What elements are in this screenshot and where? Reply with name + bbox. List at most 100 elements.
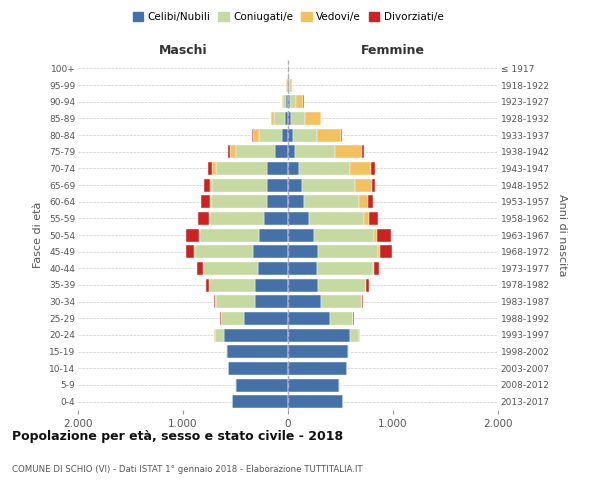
Bar [209,278,256,291]
Bar [253,245,288,258]
Bar [288,295,320,308]
Bar [288,378,340,392]
Bar [317,262,373,275]
Bar [290,78,292,92]
Bar [206,278,209,291]
Bar [288,312,330,325]
Bar [282,128,288,141]
Bar [212,178,267,192]
Bar [256,278,288,291]
Bar [259,228,288,241]
Legend: Celibi/Nubili, Coniugati/e, Vedovi/e, Divorziati/e: Celibi/Nubili, Coniugati/e, Vedovi/e, Di… [128,8,448,26]
Bar [259,128,282,141]
Bar [290,95,296,108]
Bar [288,328,350,342]
Bar [288,345,348,358]
Bar [185,228,199,241]
Bar [373,262,374,275]
Bar [335,145,361,158]
Bar [253,128,259,141]
Bar [288,178,302,192]
Bar [374,228,377,241]
Bar [304,195,359,208]
Bar [288,112,291,125]
Bar [366,278,370,291]
Bar [212,162,215,175]
Bar [197,262,203,275]
Bar [288,128,293,141]
Bar [288,145,295,158]
Bar [364,212,369,225]
Bar [288,278,319,291]
Bar [309,212,364,225]
Bar [210,178,212,192]
Bar [194,245,253,258]
Bar [185,245,194,258]
Bar [228,145,230,158]
Bar [200,228,259,241]
Bar [215,295,256,308]
Bar [221,312,244,325]
Bar [230,145,235,158]
Bar [288,162,299,175]
Bar [291,112,305,125]
Bar [288,262,317,275]
Bar [296,95,303,108]
Text: Maschi: Maschi [158,44,208,57]
Bar [274,112,285,125]
Bar [341,128,342,141]
Bar [379,245,380,258]
Bar [380,245,392,258]
Bar [267,162,288,175]
Bar [314,228,374,241]
Bar [282,95,283,108]
Bar [353,312,355,325]
Bar [285,112,288,125]
Bar [319,245,379,258]
Y-axis label: Anni di nascita: Anni di nascita [557,194,566,276]
Bar [368,195,373,208]
Bar [203,262,257,275]
Bar [256,295,288,308]
Bar [288,228,314,241]
Bar [226,345,227,358]
Bar [288,95,290,108]
Bar [317,128,341,141]
Bar [362,295,364,308]
Bar [211,212,264,225]
Bar [283,95,286,108]
Bar [244,312,288,325]
Bar [275,145,288,158]
Bar [361,145,364,158]
Bar [215,162,267,175]
Bar [215,328,224,342]
Bar [295,145,335,158]
Bar [374,262,379,275]
Bar [235,378,288,392]
Bar [210,195,211,208]
Bar [371,162,375,175]
Bar [211,195,267,208]
Bar [359,195,368,208]
Bar [320,295,361,308]
Bar [224,328,288,342]
Bar [288,245,319,258]
Bar [271,112,274,125]
Bar [198,212,209,225]
Bar [369,212,379,225]
Bar [319,278,366,291]
Bar [372,178,375,192]
Bar [214,295,215,308]
Bar [299,162,350,175]
Bar [209,212,211,225]
Bar [377,228,391,241]
Y-axis label: Fasce di età: Fasce di età [34,202,43,268]
Bar [227,345,288,358]
Text: Popolazione per età, sesso e stato civile - 2018: Popolazione per età, sesso e stato civil… [12,430,343,443]
Bar [204,178,211,192]
Bar [288,362,347,375]
Bar [257,262,288,275]
Bar [302,178,355,192]
Text: Femmine: Femmine [361,44,425,57]
Bar [286,95,288,108]
